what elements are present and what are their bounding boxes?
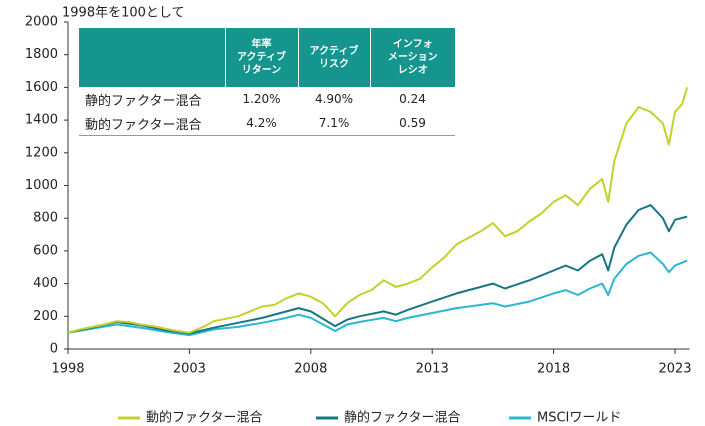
x-tick-label: 2023 bbox=[658, 362, 691, 377]
legend-label: 静的ファクター混合 bbox=[344, 410, 460, 426]
y-tick-label: 600 bbox=[33, 243, 58, 258]
y-tick-label: 200 bbox=[33, 309, 58, 324]
x-tick-label: 1998 bbox=[51, 362, 84, 377]
y-tick-label: 2000 bbox=[25, 15, 58, 30]
table-cell: 7.1% bbox=[298, 111, 370, 136]
x-tick-label: 2003 bbox=[173, 362, 206, 377]
y-tick-label: 800 bbox=[33, 211, 58, 226]
table-cell: 4.2% bbox=[225, 111, 298, 136]
header-cell: 年率 アクティブ リターン bbox=[224, 28, 298, 87]
y-tick-label: 1400 bbox=[25, 113, 58, 128]
series-line bbox=[67, 204, 688, 335]
table-header: 年率 アクティブ リターン アクティブ リスク インフォ メーション レシオ bbox=[79, 28, 455, 87]
x-tick-label: 2018 bbox=[537, 362, 570, 377]
header-cell bbox=[79, 28, 225, 87]
table-cell: 0.59 bbox=[370, 111, 455, 136]
y-tick-label: 0 bbox=[50, 342, 58, 357]
legend-label: 動的ファクター混合 bbox=[146, 410, 262, 426]
legend-label: MSCIワールド bbox=[537, 411, 621, 426]
table-cell: 動的ファクター混合 bbox=[79, 111, 225, 136]
stats-table: 年率 アクティブ リターン アクティブ リスク インフォ メーション レシオ 静的フ… bbox=[79, 28, 455, 136]
y-tick-label: 1200 bbox=[25, 145, 58, 160]
table-cell: 静的ファクター混合 bbox=[85, 93, 202, 109]
series-line bbox=[67, 251, 688, 337]
table-cell: 1.20% bbox=[242, 92, 281, 106]
y-tick-label: 1600 bbox=[25, 80, 58, 95]
table-cell: 0.24 bbox=[399, 92, 426, 106]
x-tick-label: 2008 bbox=[294, 362, 327, 377]
header-cell: インフォ メーション レシオ bbox=[369, 28, 455, 87]
series-line bbox=[67, 87, 689, 334]
y-tick-label: 1800 bbox=[25, 47, 58, 62]
table-body: 静的ファクター混合 1.20% 4.90% 0.24 動的ファクター混合 4.2% 7.1%… bbox=[79, 87, 455, 136]
x-tick-label: 2013 bbox=[416, 362, 449, 377]
y-tick-label: 1000 bbox=[25, 178, 58, 193]
table-row: 動的ファクター混合 4.2% 7.1% 0.59 bbox=[79, 111, 455, 136]
y-axis-label: 1998年を100として bbox=[62, 6, 185, 21]
y-tick-label: 400 bbox=[33, 276, 58, 291]
header-cell: アクティブ リスク bbox=[297, 28, 370, 87]
table-cell: 4.90% bbox=[314, 92, 354, 106]
table-row: 静的ファクター混合 1.20% 4.90% 0.24 bbox=[79, 87, 455, 111]
